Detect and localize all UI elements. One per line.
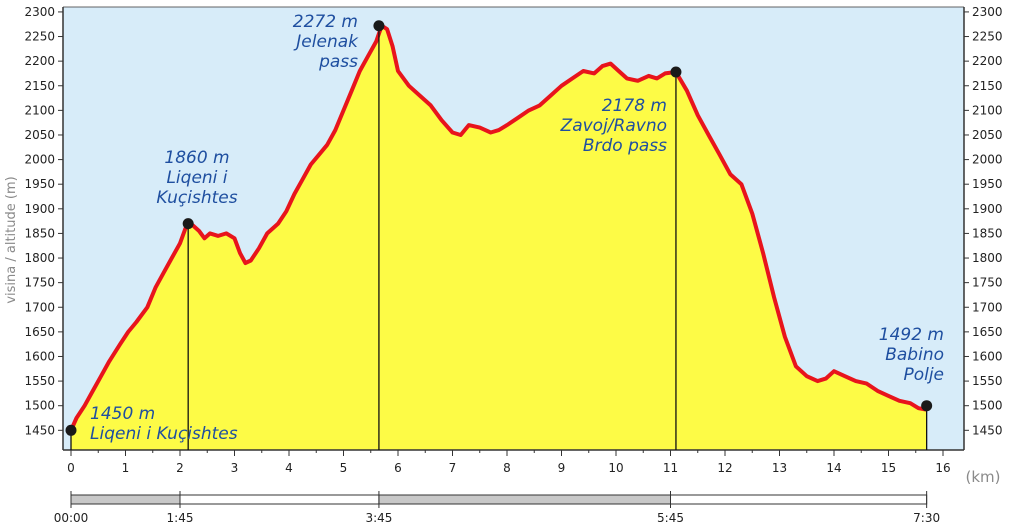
waypoint-label-line: 1860 m [164,148,229,168]
axes [58,6,969,456]
y-tick-labels: 1450 1450 1500 1500 1550 1550 1600 1600 1650 1650… [24,5,1002,437]
y-tick-label-left: 2300 [24,5,55,19]
y-tick-label-left: 1600 [24,349,55,363]
x-tick-label: 11 [663,461,678,475]
y-tick-label-left: 2150 [24,79,55,93]
y-tick-label-left: 1800 [24,251,55,265]
time-label: 00:00 [54,511,89,525]
time-label: 1:45 [167,511,194,525]
x-tick-label: 12 [717,461,732,475]
time-axis: 00:00 1:45 3:45 5:45 7:30 [54,491,940,525]
time-label: 5:45 [657,511,684,525]
time-bar-shaded-segment [378,494,671,505]
x-tick-label: 10 [608,461,623,475]
waypoint-marker [182,218,194,230]
waypoint-markers [65,20,933,436]
waypoint-label-line: Polje [903,365,944,385]
y-tick-label-right: 2050 [972,128,1003,142]
waypoint-label-line: Liqeni i Kuçishtes [90,424,238,444]
waypoint-marker [65,424,77,436]
x-tick-label: 14 [826,461,841,475]
y-tick-label-right: 1500 [972,399,1003,413]
waypoint-label-line: Kuçishtes [156,188,237,208]
waypoint-marker [921,400,933,412]
y-tick-label-right: 2300 [972,5,1003,19]
y-tick-label-left: 2100 [24,103,55,117]
waypoint-marker [670,66,682,78]
waypoint-label-line: 1492 m [879,325,944,345]
x-tick-label: 0 [67,461,75,475]
x-tick-label: 5 [340,461,348,475]
x-tick-label: 13 [772,461,787,475]
y-tick-label-right: 1650 [972,325,1003,339]
elevation-line [69,23,927,432]
x-tick-label: 15 [881,461,896,475]
y-tick-label-right: 1450 [972,423,1003,437]
elevation-fill [71,25,927,450]
y-tick-label-left: 1750 [24,276,55,290]
x-tick-label: 16 [935,461,950,475]
x-tick-label: 8 [503,461,511,475]
x-tick-label: 4 [285,461,293,475]
waypoint-label-line: 2178 m [602,96,667,116]
y-axis-title: visina / altitude (m) [4,176,19,303]
waypoint-label-line: Zavoj/Ravno [560,116,667,136]
y-tick-label-right: 1950 [972,177,1003,191]
waypoint-label-line: Jelenak [293,32,359,52]
y-tick-label-right: 2250 [972,30,1003,44]
x-tick-label: 7 [449,461,457,475]
y-tick-label-left: 1950 [24,177,55,191]
y-tick-label-right: 2000 [972,153,1003,167]
waypoint-marker [373,20,385,32]
y-tick-label-left: 2050 [24,128,55,142]
x-tick-label: 1 [122,461,130,475]
y-tick-label-left: 1700 [24,300,55,314]
waypoint-label-line: Brdo pass [583,136,667,156]
time-bar-shaded-segment [70,494,181,505]
y-tick-label-left: 2200 [24,54,55,68]
x-tick-labels: 0 1 2 3 4 5 6 7 8 9 10 11 12 13 14 15 16 [67,461,950,475]
x-tick-label: 9 [558,461,566,475]
y-tick-label-left: 2000 [24,153,55,167]
y-tick-label-right: 1700 [972,300,1003,314]
y-tick-label-right: 1900 [972,202,1003,216]
y-tick-label-left: 1900 [24,202,55,216]
y-tick-label-left: 1550 [24,374,55,388]
waypoint-label-line: Babino [885,345,944,365]
y-tick-label-right: 2200 [972,54,1003,68]
x-tick-label: 6 [394,461,402,475]
x-axis-unit: (km) [965,468,1000,486]
waypoint-label-line: 2272 m [293,12,358,32]
y-tick-label-right: 1550 [972,374,1003,388]
y-tick-label-left: 1500 [24,399,55,413]
waypoint-label-line: pass [318,52,358,72]
y-tick-label-right: 1800 [972,251,1003,265]
waypoint-label-line: 1450 m [90,404,155,424]
waypoint-label-line: Liqeni i [166,168,227,188]
y-tick-label-right: 1850 [972,226,1003,240]
x-tick-label: 3 [231,461,239,475]
y-tick-label-right: 2100 [972,103,1003,117]
time-label: 3:45 [365,511,392,525]
y-tick-label-right: 2150 [972,79,1003,93]
y-tick-label-right: 1750 [972,276,1003,290]
y-tick-label-right: 1600 [972,349,1003,363]
y-tick-label-left: 1650 [24,325,55,339]
waypoint-stems [70,25,928,450]
y-tick-label-left: 2250 [24,30,55,44]
y-tick-label-left: 1850 [24,226,55,240]
time-label: 7:30 [913,511,940,525]
elevation-area [69,23,927,450]
x-tick-label: 2 [176,461,184,475]
y-tick-label-left: 1450 [24,423,55,437]
